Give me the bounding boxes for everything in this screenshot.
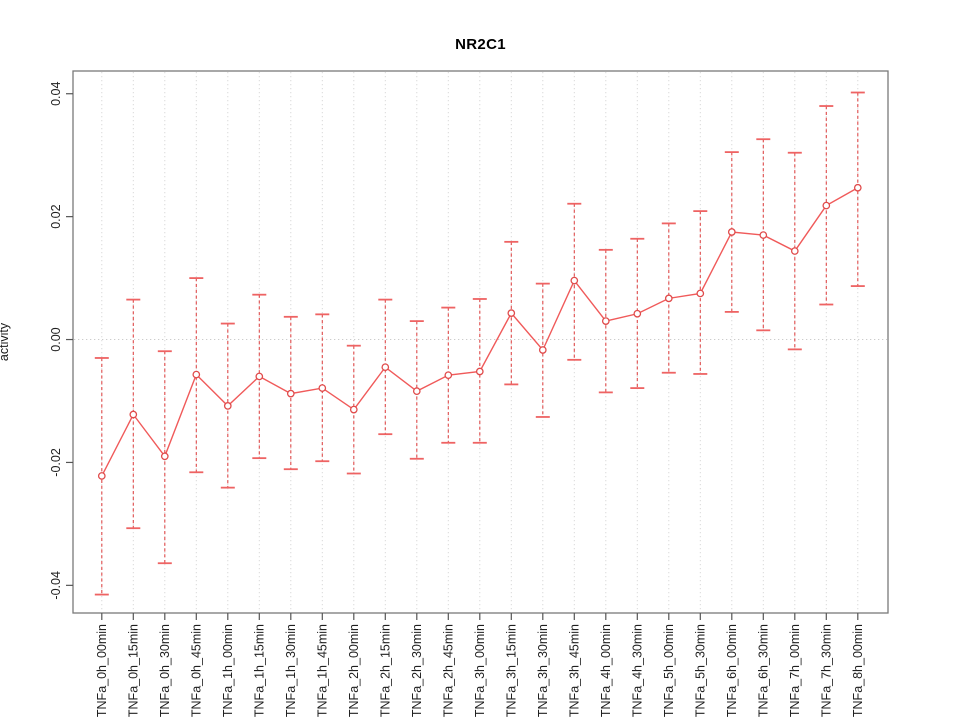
- data-point-marker: [664, 294, 673, 303]
- y-tick-label: -0.04: [49, 571, 63, 600]
- x-tick-label: TNFa_5h_00min: [662, 624, 676, 717]
- x-tick-label: TNFa_1h_15min: [252, 624, 266, 717]
- y-tick-label: -0.02: [49, 448, 63, 477]
- data-point-marker: [853, 183, 862, 192]
- x-tick-label: TNFa_2h_00min: [347, 624, 361, 717]
- x-tick-label: TNFa_2h_45min: [441, 624, 455, 717]
- data-point-marker: [286, 389, 295, 398]
- data-point-marker: [444, 371, 453, 380]
- x-tick-label: TNFa_1h_45min: [315, 624, 329, 717]
- data-point-marker: [160, 452, 169, 461]
- plot-border: [72, 70, 889, 614]
- x-tick-label: TNFa_3h_30min: [536, 624, 550, 717]
- data-point-marker: [727, 228, 736, 236]
- data-point-marker: [349, 405, 358, 414]
- data-point-marker: [633, 309, 642, 318]
- x-tick-label: TNFa_0h_00min: [95, 624, 109, 717]
- data-point-marker: [538, 346, 547, 354]
- data-point-marker: [790, 247, 799, 255]
- data-point-marker: [412, 387, 421, 396]
- data-point-marker: [601, 317, 610, 325]
- x-tick-label: TNFa_4h_00min: [599, 624, 613, 717]
- data-point-marker: [507, 309, 516, 317]
- data-point-marker: [97, 472, 106, 480]
- x-tick-label: TNFa_4h_30min: [630, 624, 644, 717]
- data-point-marker: [570, 276, 579, 285]
- x-tick-label: TNFa_2h_15min: [378, 624, 392, 717]
- x-tick-label: TNFa_6h_00min: [725, 624, 739, 717]
- data-point-marker: [475, 367, 484, 376]
- x-tick-label: TNFa_2h_30min: [410, 624, 424, 717]
- chart-title: NR2C1: [455, 36, 506, 53]
- x-tick-label: TNFa_5h_30min: [693, 624, 707, 717]
- x-tick-label: TNFa_3h_00min: [473, 624, 487, 717]
- x-tick-label: TNFa_3h_45min: [567, 624, 581, 717]
- x-tick-label: TNFa_0h_15min: [126, 624, 140, 717]
- x-tick-label: TNFa_1h_30min: [284, 624, 298, 717]
- data-point-marker: [129, 410, 138, 419]
- x-tick-label: TNFa_7h_00min: [788, 624, 802, 717]
- y-tick-label: 0.02: [49, 204, 63, 228]
- data-point-marker: [223, 402, 232, 410]
- x-tick-label: TNFa_7h_30min: [819, 624, 833, 717]
- x-tick-label: TNFa_0h_45min: [189, 624, 203, 717]
- x-tick-label: TNFa_3h_15min: [504, 624, 518, 717]
- x-tick-label: TNFa_0h_30min: [158, 624, 172, 717]
- data-point-marker: [696, 289, 705, 298]
- data-point-marker: [759, 231, 768, 239]
- x-tick-label: TNFa_6h_30min: [756, 624, 770, 717]
- data-point-marker: [318, 384, 327, 392]
- x-tick-label: TNFa_1h_00min: [221, 624, 235, 717]
- data-point-marker: [255, 372, 264, 381]
- data-point-marker: [192, 370, 201, 379]
- data-point-marker: [381, 363, 390, 372]
- data-point-marker: [822, 201, 831, 210]
- y-tick-label: 0.00: [49, 327, 63, 351]
- y-tick-label: 0.04: [49, 82, 63, 106]
- y-axis-label: activity: [0, 322, 11, 362]
- x-tick-label: TNFa_8h_00min: [851, 624, 865, 717]
